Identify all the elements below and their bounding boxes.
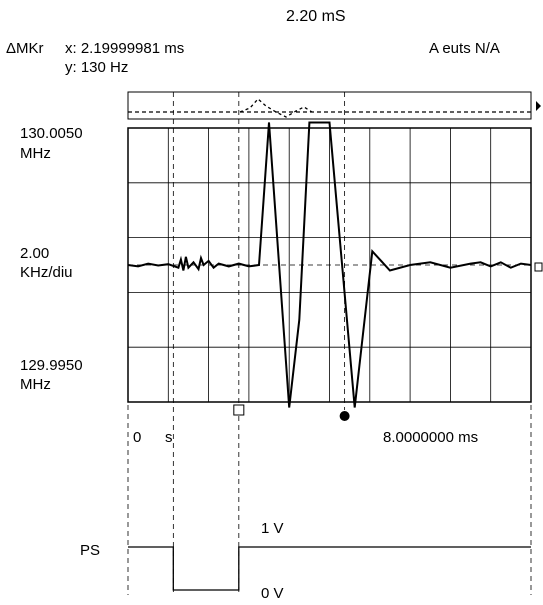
- y-tick-top-value: 130.0050: [20, 125, 83, 142]
- overview-strip: [127, 91, 532, 120]
- pulse-trace: [128, 546, 531, 591]
- overview-strip-arrow: [536, 101, 541, 111]
- frequency-trace: [127, 121, 532, 408]
- marker-x-readout: x: 2.19999981 ms: [65, 40, 185, 57]
- pulse-high-label: 1 V: [261, 520, 284, 537]
- right-edge-marker: [534, 262, 543, 272]
- pulse-low-label: 0 V: [261, 585, 284, 602]
- marker-a-square: [233, 404, 245, 416]
- y-tick-mid-value: 2.00: [20, 245, 50, 262]
- marker-label: ΔMKr: [6, 40, 44, 57]
- y-tick-bottom-unit: MHz: [20, 376, 51, 393]
- chart-title: 2.20 mS: [286, 8, 346, 25]
- pulse-series-label: PS: [80, 542, 101, 559]
- x-tick-start: 0: [133, 429, 142, 446]
- y-tick-mid-unit: KHz/diu: [20, 264, 73, 281]
- x-tick-end: 8.0000000 ms: [383, 429, 479, 446]
- y-tick-bottom-value: 129.9950: [20, 357, 83, 374]
- overview-trace-bump: [239, 98, 313, 118]
- y-tick-top-unit: MHz: [20, 145, 51, 162]
- marker-y-readout: y: 130 Hz: [65, 59, 129, 76]
- marker-b-dot: [339, 411, 350, 421]
- status-readout: A euts N/A: [429, 40, 500, 57]
- x-tick-start-unit: s: [165, 429, 173, 446]
